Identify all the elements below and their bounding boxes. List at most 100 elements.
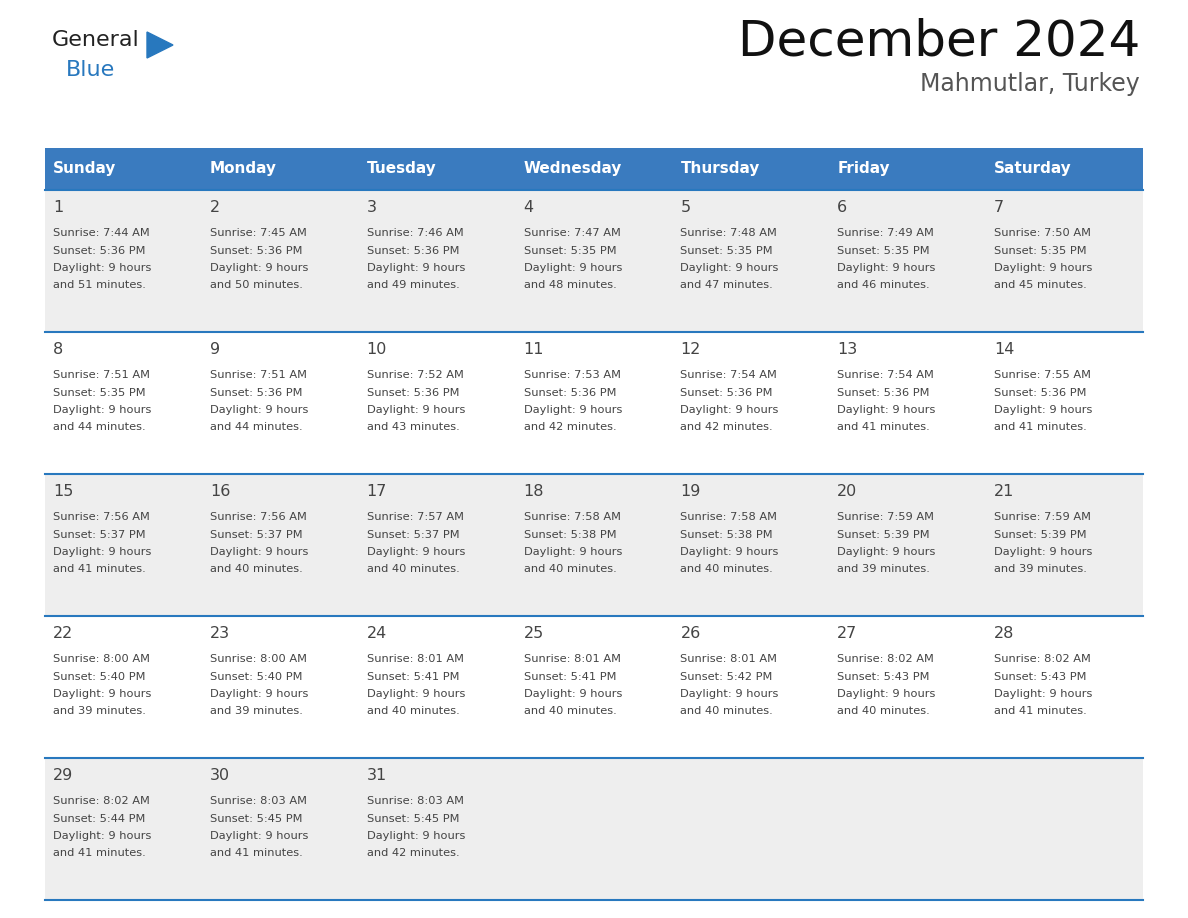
Text: Sunset: 5:40 PM: Sunset: 5:40 PM: [210, 671, 303, 681]
Text: Sunset: 5:36 PM: Sunset: 5:36 PM: [210, 245, 303, 255]
Text: Sunrise: 8:00 AM: Sunrise: 8:00 AM: [53, 654, 150, 664]
Text: 26: 26: [681, 626, 701, 641]
Text: Sunset: 5:35 PM: Sunset: 5:35 PM: [838, 245, 930, 255]
Bar: [829, 148, 986, 190]
Text: and 44 minutes.: and 44 minutes.: [53, 422, 146, 432]
Text: Sunrise: 8:01 AM: Sunrise: 8:01 AM: [681, 654, 777, 664]
Text: and 51 minutes.: and 51 minutes.: [53, 281, 146, 290]
Text: Daylight: 9 hours: Daylight: 9 hours: [838, 405, 936, 415]
Text: Sunrise: 8:03 AM: Sunrise: 8:03 AM: [210, 796, 307, 806]
Text: Sunset: 5:36 PM: Sunset: 5:36 PM: [210, 387, 303, 397]
Text: 10: 10: [367, 342, 387, 357]
Text: and 45 minutes.: and 45 minutes.: [994, 281, 1087, 290]
Bar: [45, 332, 1143, 474]
Text: Sunset: 5:38 PM: Sunset: 5:38 PM: [681, 530, 773, 540]
Text: Daylight: 9 hours: Daylight: 9 hours: [838, 263, 936, 273]
Text: 11: 11: [524, 342, 544, 357]
Text: and 42 minutes.: and 42 minutes.: [524, 422, 617, 432]
Text: Sunrise: 8:02 AM: Sunrise: 8:02 AM: [994, 654, 1091, 664]
Text: Sunrise: 8:02 AM: Sunrise: 8:02 AM: [838, 654, 934, 664]
Text: Sunset: 5:35 PM: Sunset: 5:35 PM: [681, 245, 773, 255]
Text: and 41 minutes.: and 41 minutes.: [994, 422, 1087, 432]
Text: Daylight: 9 hours: Daylight: 9 hours: [524, 547, 623, 557]
Bar: [45, 148, 202, 190]
Bar: [672, 148, 829, 190]
Text: Daylight: 9 hours: Daylight: 9 hours: [210, 405, 308, 415]
Text: Daylight: 9 hours: Daylight: 9 hours: [367, 547, 465, 557]
Text: and 50 minutes.: and 50 minutes.: [210, 281, 303, 290]
Text: Sunset: 5:35 PM: Sunset: 5:35 PM: [53, 387, 146, 397]
Text: and 40 minutes.: and 40 minutes.: [681, 565, 773, 575]
Text: Sunrise: 7:55 AM: Sunrise: 7:55 AM: [994, 370, 1091, 380]
Text: Sunset: 5:43 PM: Sunset: 5:43 PM: [994, 671, 1087, 681]
Text: 8: 8: [53, 342, 63, 357]
Text: 28: 28: [994, 626, 1015, 641]
Text: Sunrise: 8:01 AM: Sunrise: 8:01 AM: [367, 654, 463, 664]
Text: Daylight: 9 hours: Daylight: 9 hours: [524, 263, 623, 273]
Text: Daylight: 9 hours: Daylight: 9 hours: [53, 263, 151, 273]
Text: Sunrise: 7:53 AM: Sunrise: 7:53 AM: [524, 370, 620, 380]
Bar: [202, 148, 359, 190]
Text: Sunset: 5:36 PM: Sunset: 5:36 PM: [994, 387, 1087, 397]
Text: Sunset: 5:36 PM: Sunset: 5:36 PM: [367, 387, 460, 397]
Text: Daylight: 9 hours: Daylight: 9 hours: [681, 263, 779, 273]
Text: 27: 27: [838, 626, 858, 641]
Text: 21: 21: [994, 484, 1015, 499]
Text: Monday: Monday: [210, 162, 277, 176]
Text: and 40 minutes.: and 40 minutes.: [210, 565, 303, 575]
Text: 30: 30: [210, 768, 230, 783]
Text: Sunrise: 7:57 AM: Sunrise: 7:57 AM: [367, 512, 463, 522]
Text: Sunset: 5:45 PM: Sunset: 5:45 PM: [367, 813, 460, 823]
Text: Daylight: 9 hours: Daylight: 9 hours: [53, 405, 151, 415]
Text: Daylight: 9 hours: Daylight: 9 hours: [367, 263, 465, 273]
Text: and 40 minutes.: and 40 minutes.: [524, 707, 617, 717]
Text: Sunset: 5:40 PM: Sunset: 5:40 PM: [53, 671, 145, 681]
Text: Daylight: 9 hours: Daylight: 9 hours: [681, 405, 779, 415]
Text: and 42 minutes.: and 42 minutes.: [681, 422, 773, 432]
Text: Sunrise: 7:48 AM: Sunrise: 7:48 AM: [681, 228, 777, 238]
Text: Friday: Friday: [838, 162, 890, 176]
Text: 12: 12: [681, 342, 701, 357]
Text: Sunset: 5:36 PM: Sunset: 5:36 PM: [367, 245, 460, 255]
Text: 6: 6: [838, 200, 847, 215]
Text: Mahmutlar, Turkey: Mahmutlar, Turkey: [921, 72, 1140, 96]
Text: Daylight: 9 hours: Daylight: 9 hours: [994, 263, 1093, 273]
Text: Daylight: 9 hours: Daylight: 9 hours: [210, 263, 308, 273]
Text: Daylight: 9 hours: Daylight: 9 hours: [210, 689, 308, 699]
Text: Daylight: 9 hours: Daylight: 9 hours: [681, 689, 779, 699]
Text: Sunrise: 7:59 AM: Sunrise: 7:59 AM: [838, 512, 934, 522]
Text: Daylight: 9 hours: Daylight: 9 hours: [367, 405, 465, 415]
Text: and 46 minutes.: and 46 minutes.: [838, 281, 930, 290]
Text: Sunrise: 7:52 AM: Sunrise: 7:52 AM: [367, 370, 463, 380]
Text: Sunrise: 7:59 AM: Sunrise: 7:59 AM: [994, 512, 1091, 522]
Text: Sunset: 5:39 PM: Sunset: 5:39 PM: [838, 530, 930, 540]
Bar: [516, 148, 672, 190]
Text: Sunset: 5:36 PM: Sunset: 5:36 PM: [838, 387, 930, 397]
Bar: [45, 474, 1143, 616]
Text: Sunrise: 8:00 AM: Sunrise: 8:00 AM: [210, 654, 307, 664]
Text: Sunset: 5:39 PM: Sunset: 5:39 PM: [994, 530, 1087, 540]
Text: Saturday: Saturday: [994, 162, 1072, 176]
Text: 17: 17: [367, 484, 387, 499]
Text: Wednesday: Wednesday: [524, 162, 623, 176]
Text: and 48 minutes.: and 48 minutes.: [524, 281, 617, 290]
Text: and 40 minutes.: and 40 minutes.: [681, 707, 773, 717]
Text: and 43 minutes.: and 43 minutes.: [367, 422, 460, 432]
Text: 23: 23: [210, 626, 230, 641]
Text: Sunrise: 7:58 AM: Sunrise: 7:58 AM: [524, 512, 620, 522]
Text: Sunrise: 8:01 AM: Sunrise: 8:01 AM: [524, 654, 620, 664]
Text: 15: 15: [53, 484, 74, 499]
Text: Sunset: 5:36 PM: Sunset: 5:36 PM: [53, 245, 145, 255]
Text: Daylight: 9 hours: Daylight: 9 hours: [681, 547, 779, 557]
Text: Sunrise: 7:51 AM: Sunrise: 7:51 AM: [210, 370, 307, 380]
Text: Sunset: 5:45 PM: Sunset: 5:45 PM: [210, 813, 303, 823]
Text: 2: 2: [210, 200, 220, 215]
Text: Sunset: 5:37 PM: Sunset: 5:37 PM: [367, 530, 460, 540]
Text: 13: 13: [838, 342, 858, 357]
Text: Daylight: 9 hours: Daylight: 9 hours: [838, 689, 936, 699]
Text: Sunday: Sunday: [53, 162, 116, 176]
Text: Daylight: 9 hours: Daylight: 9 hours: [524, 689, 623, 699]
Text: and 49 minutes.: and 49 minutes.: [367, 281, 460, 290]
Text: Blue: Blue: [67, 60, 115, 80]
Text: Sunset: 5:36 PM: Sunset: 5:36 PM: [681, 387, 773, 397]
